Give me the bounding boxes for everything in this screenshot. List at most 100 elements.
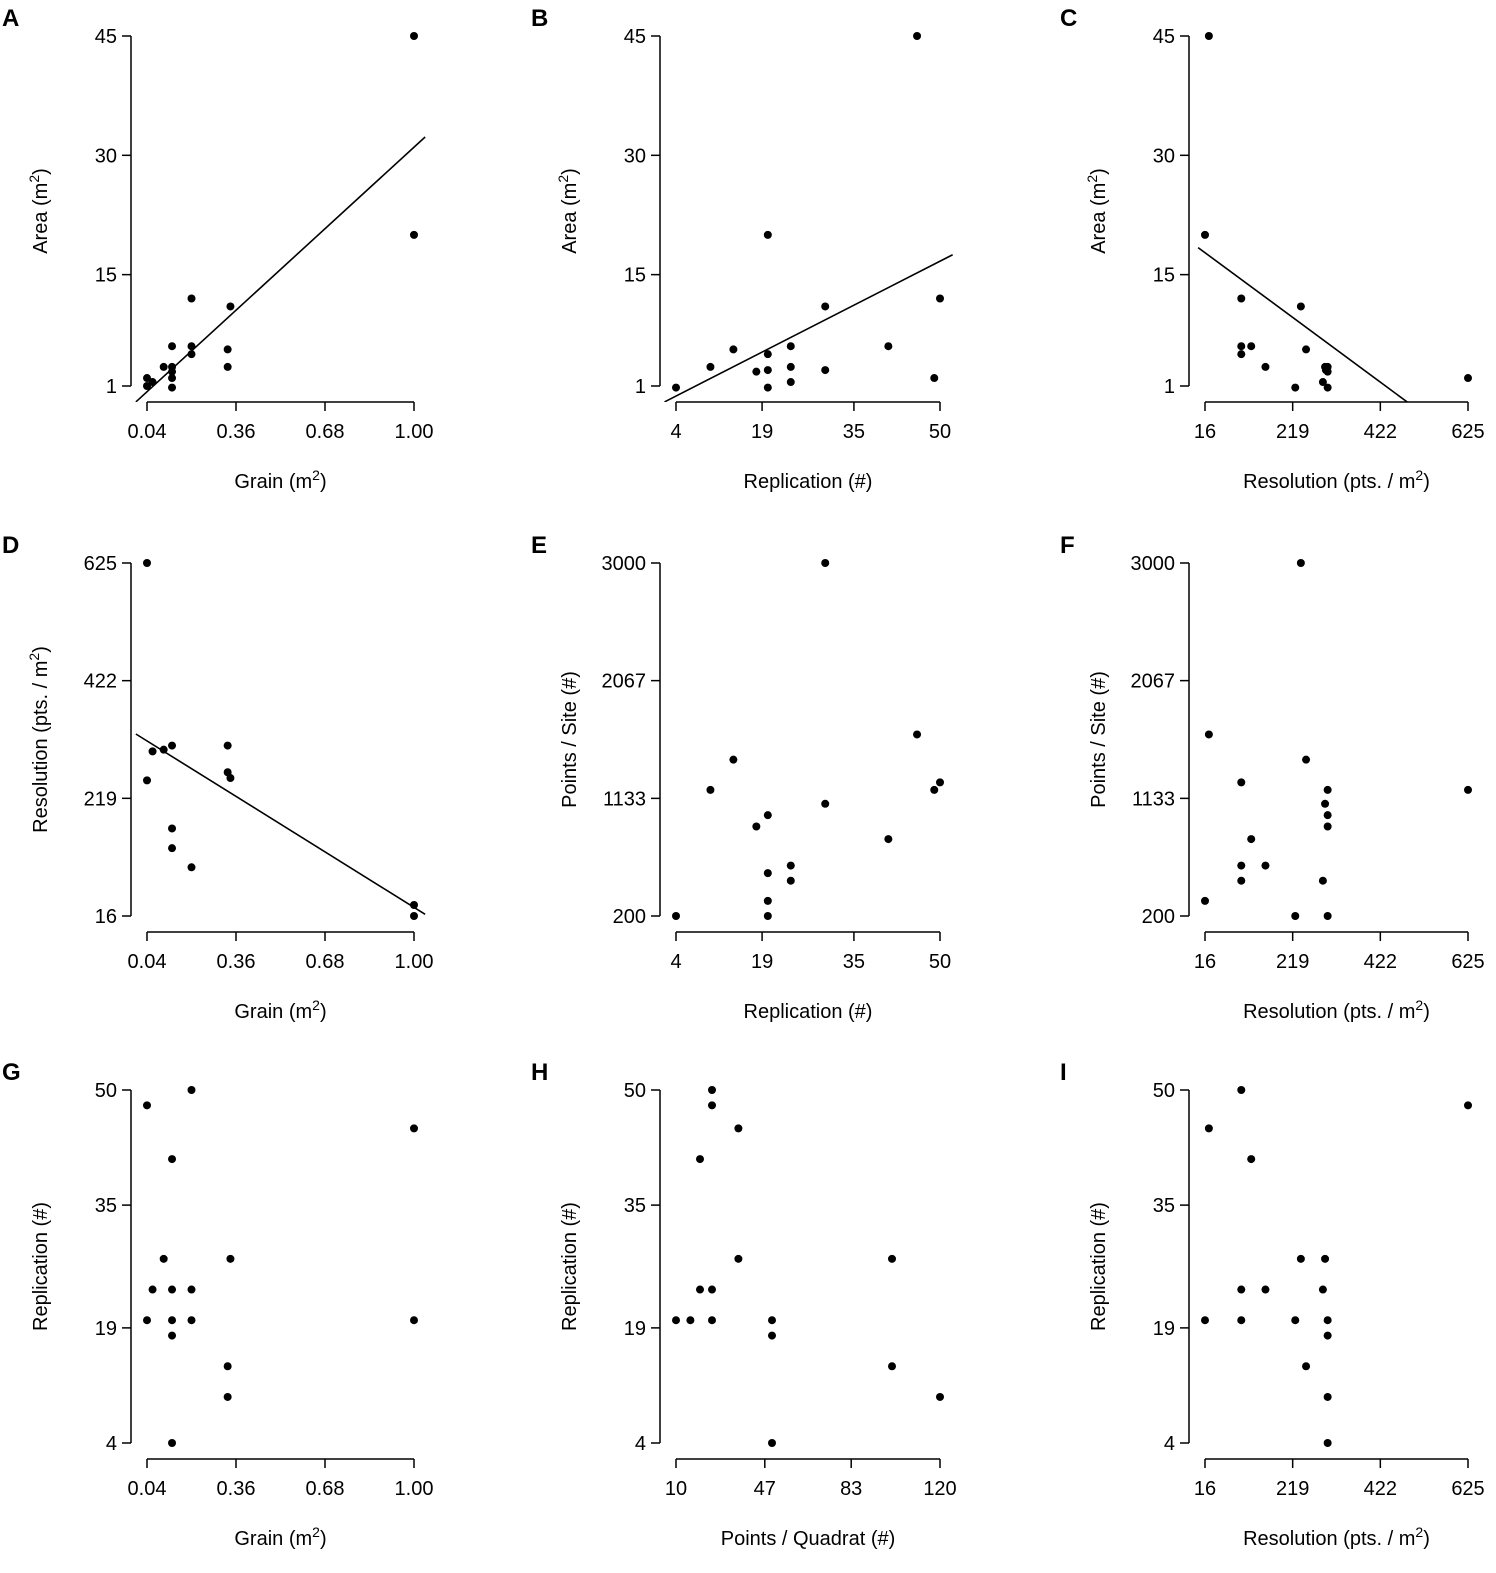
data-point [1323,362,1332,371]
data-point [410,1316,418,1325]
data-point [168,741,177,750]
data-point [672,1316,680,1325]
x-tick-label: 0.68 [306,951,345,973]
y-tick-label: 3000 [602,553,647,575]
x-axis-title: Points / Quadrat (#) [721,1528,896,1550]
data-point [1237,1316,1246,1325]
data-point [1237,861,1246,870]
data-point [1321,799,1330,808]
y-tick-label: 50 [624,1080,646,1102]
x-axis-title: Grain (m2) [234,467,326,493]
panel-c: C 16 219 422 625 1 15 30 45 Resolution (pts. / m2… [1060,5,1485,493]
regression-line [1197,246,1408,402]
data-point [686,1316,695,1325]
x-tick-label: 0.36 [217,421,256,443]
data-point [1204,32,1213,40]
data-point [223,362,232,371]
x-axis-title: Grain (m2) [234,997,326,1023]
panel-letter: C [1060,5,1077,32]
x-tick-label: 35 [843,951,865,973]
data-point [708,1316,716,1325]
data-point [672,383,680,392]
data-point [763,366,772,375]
y-tick-label: 45 [1153,26,1175,48]
data-point [1261,1285,1270,1294]
x-axis-title: Resolution (pts. / m2) [1243,997,1430,1023]
x-tick-label: 0.68 [306,421,345,443]
y-tick-label: 30 [1153,145,1175,167]
data-point [1464,374,1472,383]
data-point [187,1316,196,1325]
y-axis-title: Area (m2) [26,168,52,254]
data-point [1291,383,1300,392]
data-point [410,32,418,40]
data-point [1323,1331,1332,1340]
data-point [187,342,196,351]
x-tick-label: 1.00 [395,421,434,443]
panel-letter: E [531,532,547,559]
data-point [1201,1316,1209,1325]
data-point [1237,1285,1246,1294]
data-point [143,776,151,785]
y-tick-label: 50 [1153,1080,1175,1102]
y-tick-label: 19 [95,1318,117,1340]
data-point [1237,876,1246,885]
y-tick-label: 1 [106,376,117,398]
data-point [763,383,772,392]
data-point [187,1086,196,1094]
panel-e: E 4 19 35 50 200 1133 2067 3000 Replication (#) Po… [531,532,951,1023]
data-point [1204,730,1213,739]
data-point [410,912,418,920]
data-point [913,32,922,40]
panel-letter: F [1060,532,1075,559]
data-point [1323,912,1332,920]
y-tick-label: 1133 [1132,788,1175,810]
data-point [1302,755,1311,764]
data-point [752,822,761,831]
data-point [821,366,830,375]
panel-letter: A [2,5,19,32]
panel-f: F 16 219 422 625 200 1133 2067 3000 Resolution (p… [1060,532,1485,1023]
data-point [930,374,939,383]
data-point [821,799,830,808]
data-point [763,350,772,359]
x-tick-label: 0.04 [128,1478,167,1500]
data-point [143,559,151,567]
regression-line [664,254,953,402]
data-point [786,362,795,371]
data-point [159,1254,168,1263]
data-point [168,374,177,383]
x-tick-label: 1.00 [395,1478,434,1500]
data-point [187,350,196,359]
data-point [1302,345,1311,354]
data-point [168,1331,177,1340]
x-tick-label: 422 [1364,1478,1397,1500]
data-point [1464,785,1472,794]
y-tick-label: 4 [635,1433,646,1455]
data-point [706,785,715,794]
y-tick-label: 19 [1153,1318,1175,1340]
data-point [187,294,196,303]
data-point [884,342,893,351]
data-point [786,378,795,387]
data-point [1291,1316,1300,1325]
data-point [729,755,738,764]
y-tick-label: 2067 [1131,671,1176,693]
data-point [1201,230,1209,239]
y-tick-label: 45 [624,26,646,48]
data-point [168,824,177,833]
y-tick-label: 35 [624,1195,646,1217]
data-point [168,1316,177,1325]
y-axis-title: Replication (#) [30,1202,52,1331]
data-point [168,342,177,351]
data-point [187,863,196,872]
data-point [187,1285,196,1294]
data-point [223,1392,232,1401]
data-point [1237,1086,1246,1094]
data-point [763,869,772,878]
x-tick-label: 19 [751,421,773,443]
data-point [1464,1101,1472,1110]
data-point [708,1086,716,1094]
x-tick-label: 219 [1276,421,1309,443]
